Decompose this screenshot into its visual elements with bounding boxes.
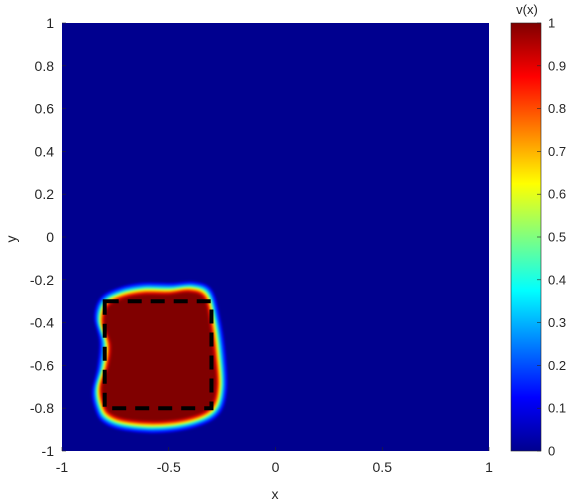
region-contour-band [101,292,217,422]
plot-area [62,23,489,451]
colorbar-tick-label: 0.3 [548,315,566,330]
x-tick-label: -1 [56,459,69,475]
x-tick-label: 0 [272,459,280,475]
y-tick-label: 1 [46,15,54,31]
high-value-region [91,281,228,434]
colorbar-tick-label: 0.1 [548,401,566,416]
y-tick-label: 0.8 [35,58,55,74]
colorbar-tick-label: 0.4 [548,272,566,287]
y-tick-label: 0.6 [35,101,55,117]
colorbar-ticks: 1 0.9 0.8 0.7 0.6 0.5 0.4 0.3 0.2 0.1 0 [537,16,566,459]
colorbar: 1 0.9 0.8 0.7 0.6 0.5 0.4 0.3 0.2 0.1 0 v(x) [510,2,566,459]
y-tick-label: -0.6 [30,357,54,373]
x-tick-label: 0.5 [373,459,393,475]
x-axis-label: x [272,486,279,502]
y-tick-label: -1 [42,443,55,459]
y-tick-label: -0.4 [30,315,54,331]
colorbar-tick-label: 0.2 [548,358,566,373]
y-axis-ticks: 1 0.8 0.6 0.4 0.2 0 -0.2 -0.4 -0.6 -0.8 -1 [30,15,66,459]
y-tick-label: 0.2 [35,186,55,202]
colorbar-tick-label: 0.8 [548,101,566,116]
colorbar-gradient [510,22,542,452]
colorbar-label: v(x) [516,2,538,17]
y-tick-label: -0.8 [30,400,54,416]
y-tick-label: -0.2 [30,272,54,288]
y-tick-label: 0.4 [35,143,55,159]
colorbar-tick-label: 0.5 [548,230,566,245]
y-tick-label: 0 [46,229,54,245]
colorbar-tick-label: 0.9 [548,58,566,73]
y-axis-label: y [3,236,19,243]
x-axis-ticks: -1 -0.5 0 0.5 1 [56,447,493,475]
x-tick-label: 1 [485,459,493,475]
colorbar-tick-label: 0 [548,444,555,459]
colorbar-tick-label: 0.6 [548,187,566,202]
dashed-square-outline [102,299,214,411]
x-tick-label: -0.5 [157,459,181,475]
colorbar-tick-label: 1 [548,16,555,31]
colorbar-tick-label: 0.7 [548,144,566,159]
